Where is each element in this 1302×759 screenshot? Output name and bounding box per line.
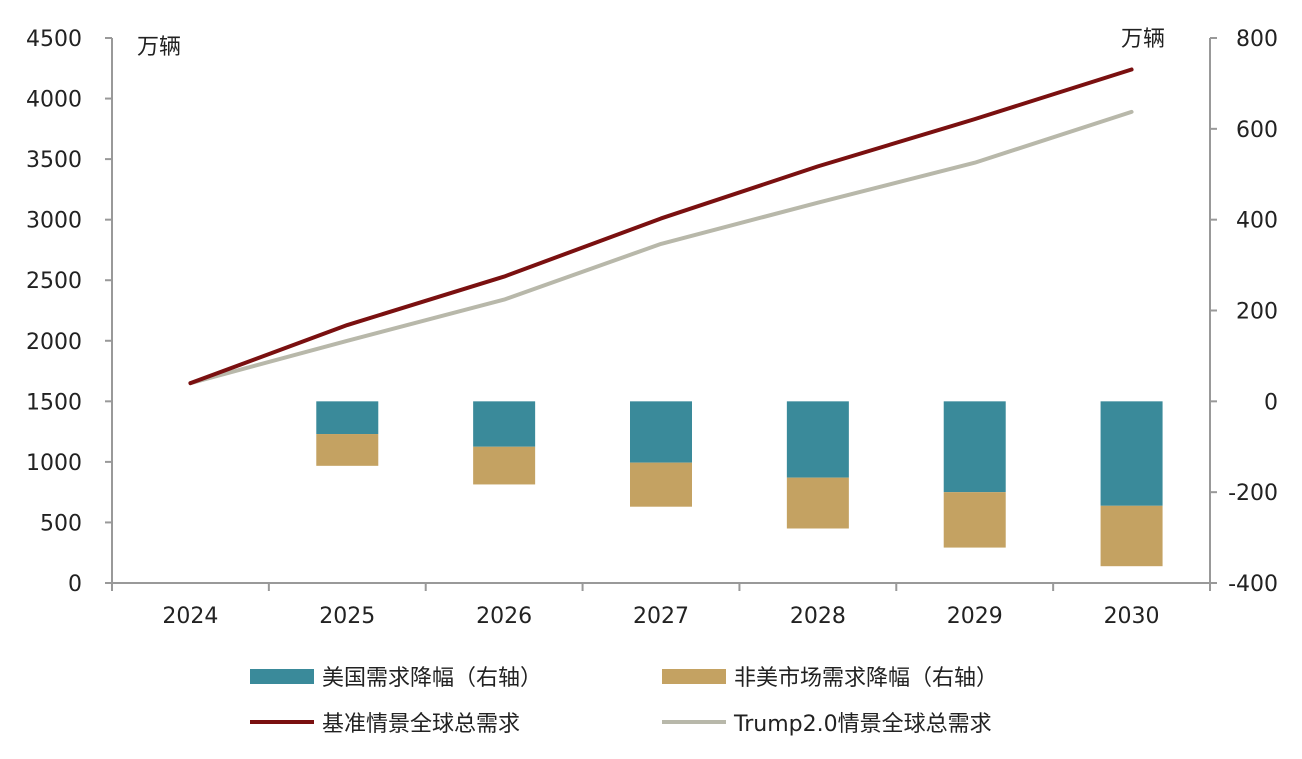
right-tick-label: 0 xyxy=(1264,390,1278,415)
tick-labels: 2024 2025 2026 2027 2028 2029 2030 0 500 1000 1500… xyxy=(26,27,1278,629)
left-tick-label: 500 xyxy=(40,511,82,536)
line-series xyxy=(188,67,1134,386)
legend-label-us-decline: 美国需求降幅（右轴） xyxy=(322,666,543,691)
x-tick-label: 2027 xyxy=(633,604,689,629)
x-tick-label: 2025 xyxy=(319,604,375,629)
bar-us-decline xyxy=(630,401,692,463)
bar-nonus-decline xyxy=(943,492,1006,548)
bar-us-decline xyxy=(786,401,849,478)
legend-item-us-decline: 美国需求降幅（右轴） xyxy=(250,656,542,696)
legend: 美国需求降幅（右轴） 非美市场需求降幅（右轴） 基准情景全球总需求 Trump2… xyxy=(250,656,1100,746)
left-tick-label: 3500 xyxy=(26,148,82,173)
bar-nonus-decline xyxy=(316,434,379,466)
left-tick-label: 3000 xyxy=(26,209,82,234)
left-tick-label: 1500 xyxy=(26,390,82,415)
line-trump xyxy=(188,109,1134,386)
bar-us-decline xyxy=(316,401,379,435)
legend-swatch-nonus-decline xyxy=(662,668,726,684)
x-tick-label: 2028 xyxy=(790,604,846,629)
left-tick-label: 4500 xyxy=(26,27,82,52)
legend-item-trump: Trump2.0情景全球总需求 xyxy=(662,702,992,742)
right-tick-label: 600 xyxy=(1236,118,1278,143)
x-tick-label: 2024 xyxy=(162,604,218,629)
left-tick-label: 2500 xyxy=(26,269,82,294)
x-tick-label: 2030 xyxy=(1104,604,1160,629)
left-tick-label: 0 xyxy=(68,572,82,597)
line-baseline xyxy=(188,67,1134,386)
right-tick-label: -200 xyxy=(1228,481,1278,506)
x-tick-label: 2026 xyxy=(476,604,532,629)
bar-nonus-decline xyxy=(630,462,692,507)
bar-nonus-decline xyxy=(786,477,849,529)
left-tick-label: 4000 xyxy=(26,88,82,113)
bar-us-decline xyxy=(1100,401,1163,506)
right-tick-label: 200 xyxy=(1236,300,1278,325)
legend-item-nonus-decline: 非美市场需求降幅（右轴） xyxy=(662,656,998,696)
legend-item-baseline: 基准情景全球总需求 xyxy=(250,702,520,742)
right-tick-label: -400 xyxy=(1228,572,1278,597)
x-tick-label: 2029 xyxy=(947,604,1003,629)
legend-swatch-trump xyxy=(662,720,726,724)
right-tick-label: 800 xyxy=(1236,27,1278,52)
right-tick-label: 400 xyxy=(1236,209,1278,234)
bar-nonus-decline xyxy=(1100,505,1163,567)
left-tick-label: 1000 xyxy=(26,451,82,476)
bar-us-decline xyxy=(943,401,1006,493)
left-tick-label: 2000 xyxy=(26,330,82,355)
legend-label-trump: Trump2.0情景全球总需求 xyxy=(734,712,992,737)
legend-swatch-us-decline xyxy=(250,668,314,684)
bar-series xyxy=(316,401,1163,567)
axes xyxy=(105,37,1217,591)
legend-label-nonus-decline: 非美市场需求降幅（右轴） xyxy=(734,666,999,691)
legend-swatch-baseline xyxy=(250,720,314,724)
chart-canvas: 2024 2025 2026 2027 2028 2029 2030 0 500 1000 1500… xyxy=(26,27,1278,629)
right-axis-unit: 万辆 xyxy=(1121,27,1165,52)
legend-label-baseline: 基准情景全球总需求 xyxy=(322,712,521,737)
bar-us-decline xyxy=(473,401,536,447)
bar-nonus-decline xyxy=(473,446,536,485)
left-axis-unit: 万辆 xyxy=(137,35,181,60)
